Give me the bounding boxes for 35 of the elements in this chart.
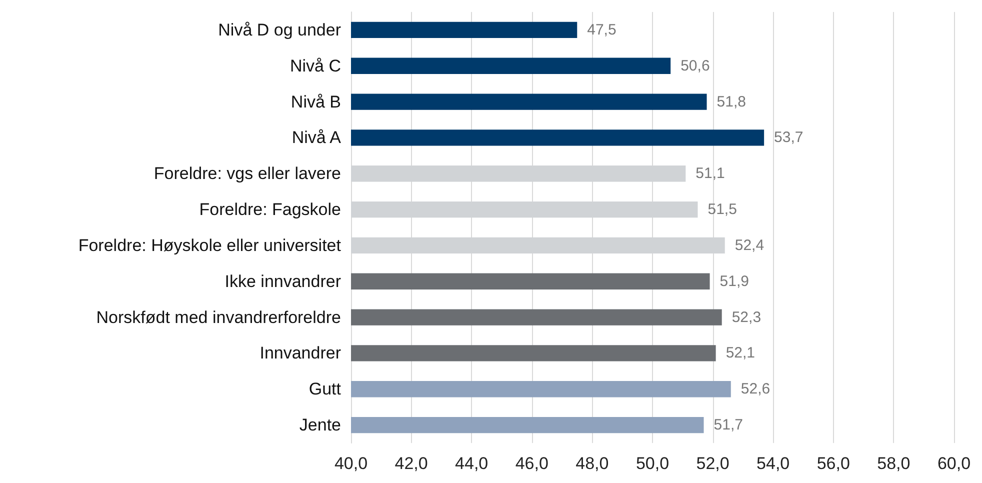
- y-tick-label: Nivå D og under: [218, 20, 342, 40]
- data-label: 52,6: [740, 380, 770, 398]
- data-label: 51,7: [714, 416, 743, 434]
- x-tick-label: 50,0: [636, 454, 670, 473]
- x-tick-label: 46,0: [515, 454, 548, 473]
- x-tick-label: 58,0: [877, 454, 910, 473]
- y-tick-label: Foreldre: Fagskole: [199, 200, 341, 220]
- y-tick-label: Foreldre: vgs eller lavere: [154, 164, 341, 184]
- x-tick-label: 52,0: [696, 454, 730, 473]
- data-label: 52,3: [732, 308, 762, 326]
- x-tick-label: 60,0: [937, 454, 971, 473]
- data-label: 51,8: [716, 93, 746, 110]
- data-label: 50,6: [680, 57, 710, 74]
- data-label: 51,1: [696, 165, 725, 182]
- y-tick-label: Foreldre: Høyskole eller universitet: [78, 236, 342, 255]
- x-tick-label: 54,0: [756, 454, 790, 473]
- data-label: 47,5: [587, 21, 616, 38]
- x-tick-label: 40,0: [334, 454, 368, 473]
- data-label: 52,4: [734, 236, 764, 254]
- x-tick-label: 42,0: [394, 454, 428, 473]
- y-tick-label: Ikke innvandrer: [224, 272, 342, 291]
- y-tick-label: Norskfødt med invandrerforeldre: [96, 308, 341, 327]
- y-tick-label: Nivå C: [290, 56, 341, 76]
- y-tick-label: Jente: [299, 416, 341, 435]
- data-label: 53,7: [774, 129, 804, 146]
- data-label: 52,1: [726, 344, 756, 362]
- x-tick-label: 56,0: [816, 454, 850, 473]
- y-tick-label: Nivå B: [290, 92, 341, 112]
- x-tick-label: 44,0: [455, 454, 488, 473]
- data-label: 51,5: [708, 201, 737, 218]
- x-tick-label: 48,0: [576, 454, 609, 473]
- y-tick-label: Nivå A: [292, 128, 342, 148]
- data-label: 51,9: [720, 272, 749, 290]
- y-tick-label: Gutt: [308, 380, 342, 399]
- y-tick-label: Innvandrer: [260, 344, 342, 363]
